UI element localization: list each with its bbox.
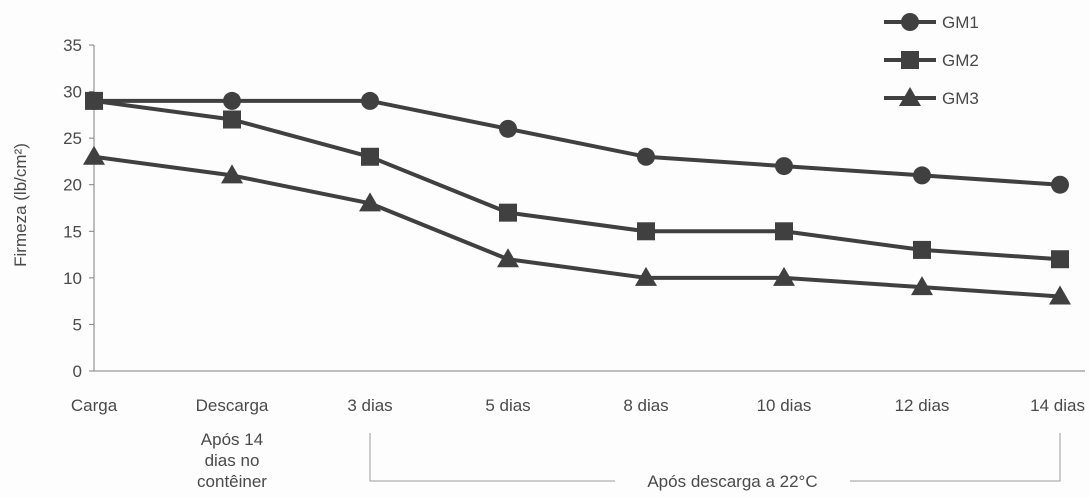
series-line — [93, 154, 1061, 299]
y-tick-label: 30 — [63, 83, 82, 102]
y-axis-label: Firmeza (lb/cm²) — [11, 143, 30, 267]
x-tick-label: Carga — [71, 396, 118, 415]
point-triangle — [911, 276, 933, 296]
y-tick-label: 35 — [63, 36, 82, 55]
legend-item-gm1: GM1 — [884, 13, 979, 32]
x-tick-label: Descarga — [196, 396, 269, 415]
point-square — [775, 222, 793, 241]
y-tick-label: 0 — [73, 362, 82, 381]
point-square — [1051, 250, 1069, 269]
point-triangle — [635, 266, 657, 286]
y-tick-label: 20 — [63, 176, 82, 195]
point-square — [85, 91, 103, 110]
container-note: Após 14 dias no contêiner — [197, 430, 267, 491]
point-triangle — [497, 248, 519, 268]
y-axis-ticks: 0 5 10 15 20 25 30 35 — [63, 36, 94, 381]
annotations: Após 14 dias no contêiner Após descarga a 2… — [197, 430, 1061, 491]
bracket-right — [850, 433, 1061, 482]
legend-label: GM1 — [942, 13, 979, 32]
point-circle — [913, 166, 931, 185]
x-tick-label: 3 dias — [347, 396, 392, 415]
point-square — [499, 203, 517, 222]
point-triangle — [773, 266, 795, 286]
container-note-line: contêiner — [197, 472, 267, 491]
after-unload-label: Após descarga a 22°C — [647, 472, 817, 491]
point-circle — [637, 147, 655, 166]
point-circle — [901, 13, 919, 31]
point-square — [361, 147, 379, 166]
point-square — [913, 240, 931, 259]
x-tick-label: 8 dias — [623, 396, 668, 415]
series-group — [83, 91, 1071, 305]
point-triangle — [359, 192, 381, 212]
container-note-line: Após 14 — [201, 430, 263, 449]
point-circle — [1051, 175, 1069, 194]
x-tick-label: 12 dias — [895, 396, 950, 415]
legend-label: GM2 — [942, 51, 979, 70]
series-gm3 — [83, 145, 1071, 305]
container-note-line: dias no — [205, 451, 260, 470]
legend: GM1 GM2 GM3 — [884, 13, 979, 108]
point-circle — [361, 91, 379, 110]
point-triangle — [83, 145, 105, 165]
point-triangle — [899, 87, 921, 106]
x-tick-label: 10 dias — [757, 396, 812, 415]
x-axis-ticks: Carga Descarga 3 dias 5 dias 8 dias 10 dias 12… — [71, 396, 1085, 415]
point-triangle — [221, 164, 243, 184]
axes — [93, 45, 1085, 372]
series-gm2 — [85, 91, 1069, 269]
series-line — [93, 98, 1061, 262]
y-tick-label: 10 — [63, 269, 82, 288]
x-tick-label: 5 dias — [485, 396, 530, 415]
legend-item-gm2: GM2 — [884, 51, 979, 70]
y-tick-label: 5 — [73, 315, 82, 334]
bracket-left — [369, 433, 615, 482]
point-square — [223, 110, 241, 129]
legend-label: GM3 — [942, 89, 979, 108]
after-unload-bracket: Após descarga a 22°C — [369, 433, 1061, 491]
y-tick-label: 15 — [63, 222, 82, 241]
point-circle — [775, 157, 793, 176]
y-tick-label: 25 — [63, 129, 82, 148]
point-square — [901, 51, 919, 69]
point-circle — [499, 119, 517, 138]
x-tick-label: 14 dias — [1030, 396, 1085, 415]
legend-item-gm3: GM3 — [884, 87, 979, 108]
point-square — [637, 222, 655, 241]
point-circle — [223, 91, 241, 110]
point-triangle — [1049, 285, 1071, 305]
series-line — [94, 98, 1061, 187]
